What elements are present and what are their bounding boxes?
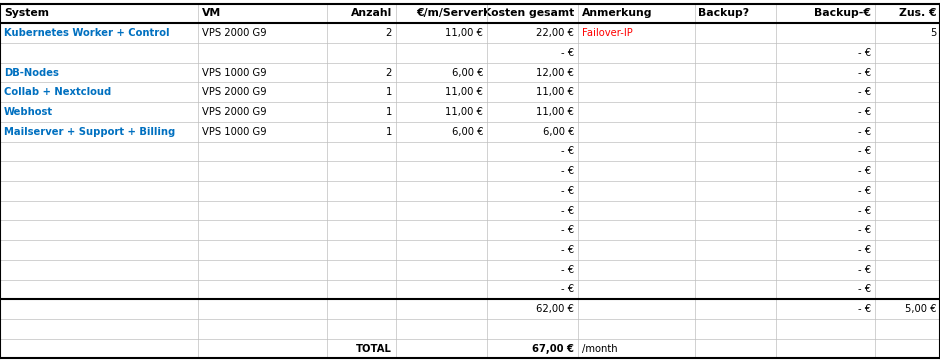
- Text: VPS 1000 G9: VPS 1000 G9: [202, 127, 266, 137]
- Text: - €: - €: [561, 166, 574, 176]
- Bar: [0, 83, 940, 102]
- Bar: [0, 181, 940, 201]
- Text: - €: - €: [561, 206, 574, 215]
- Text: - €: - €: [858, 245, 871, 255]
- Text: DB-Nodes: DB-Nodes: [4, 68, 58, 77]
- Text: - €: - €: [561, 225, 574, 235]
- Text: 1: 1: [385, 87, 392, 97]
- Bar: [0, 260, 940, 279]
- Text: VM: VM: [202, 8, 221, 18]
- Bar: [0, 319, 940, 339]
- Text: Failover-IP: Failover-IP: [582, 28, 633, 38]
- Bar: [0, 240, 940, 260]
- Text: 6,00 €: 6,00 €: [542, 127, 574, 137]
- Text: - €: - €: [561, 186, 574, 196]
- Text: - €: - €: [858, 304, 871, 314]
- Text: - €: - €: [858, 107, 871, 117]
- Text: 11,00 €: 11,00 €: [536, 87, 574, 97]
- Text: - €: - €: [561, 147, 574, 156]
- Text: Kosten gesamt: Kosten gesamt: [483, 8, 574, 18]
- Text: 1: 1: [385, 107, 392, 117]
- Text: 12,00 €: 12,00 €: [536, 68, 574, 77]
- Text: 11,00 €: 11,00 €: [446, 87, 483, 97]
- Text: VPS 2000 G9: VPS 2000 G9: [202, 28, 266, 38]
- Text: Mailserver + Support + Billing: Mailserver + Support + Billing: [4, 127, 175, 137]
- Text: - €: - €: [858, 127, 871, 137]
- Text: 11,00 €: 11,00 €: [536, 107, 574, 117]
- Text: 22,00 €: 22,00 €: [536, 28, 574, 38]
- Text: 6,00 €: 6,00 €: [451, 68, 483, 77]
- Text: - €: - €: [858, 206, 871, 215]
- Text: Anzahl: Anzahl: [351, 8, 392, 18]
- Text: 2: 2: [385, 28, 392, 38]
- Text: 2: 2: [385, 68, 392, 77]
- Text: - €: - €: [561, 48, 574, 58]
- Text: 6,00 €: 6,00 €: [451, 127, 483, 137]
- Text: VPS 2000 G9: VPS 2000 G9: [202, 87, 266, 97]
- Bar: [0, 122, 940, 142]
- Bar: [0, 161, 940, 181]
- Text: - €: - €: [561, 245, 574, 255]
- Text: €/m/Server: €/m/Server: [415, 8, 483, 18]
- Text: 11,00 €: 11,00 €: [446, 107, 483, 117]
- Text: - €: - €: [858, 186, 871, 196]
- Bar: [0, 23, 940, 43]
- Bar: [0, 142, 940, 161]
- Text: - €: - €: [858, 48, 871, 58]
- Text: 5,00 €: 5,00 €: [904, 304, 936, 314]
- Text: Anmerkung: Anmerkung: [582, 8, 652, 18]
- Text: 67,00 €: 67,00 €: [532, 344, 574, 354]
- Bar: [0, 279, 940, 299]
- Bar: [0, 102, 940, 122]
- Text: - €: - €: [858, 68, 871, 77]
- Text: - €: - €: [561, 285, 574, 294]
- Text: Kubernetes Worker + Control: Kubernetes Worker + Control: [4, 28, 169, 38]
- Text: - €: - €: [858, 87, 871, 97]
- Text: System: System: [4, 8, 49, 18]
- Text: - €: - €: [858, 285, 871, 294]
- Text: Backup?: Backup?: [698, 8, 749, 18]
- Text: - €: - €: [858, 147, 871, 156]
- Bar: [0, 63, 940, 83]
- Bar: [0, 201, 940, 220]
- Text: TOTAL: TOTAL: [356, 344, 392, 354]
- Text: /month: /month: [582, 344, 618, 354]
- Bar: [0, 339, 940, 358]
- Text: - €: - €: [561, 265, 574, 275]
- Text: Collab + Nextcloud: Collab + Nextcloud: [4, 87, 111, 97]
- Text: VPS 2000 G9: VPS 2000 G9: [202, 107, 266, 117]
- Text: - €: - €: [858, 265, 871, 275]
- Text: - €: - €: [858, 225, 871, 235]
- Bar: [0, 4, 940, 23]
- Text: 5: 5: [930, 28, 936, 38]
- Text: Webhost: Webhost: [4, 107, 53, 117]
- Text: 1: 1: [385, 127, 392, 137]
- Bar: [0, 43, 940, 63]
- Text: Backup-€: Backup-€: [814, 8, 871, 18]
- Text: - €: - €: [858, 166, 871, 176]
- Text: VPS 1000 G9: VPS 1000 G9: [202, 68, 266, 77]
- Text: 62,00 €: 62,00 €: [536, 304, 574, 314]
- Bar: [0, 220, 940, 240]
- Bar: [0, 299, 940, 319]
- Text: Zus. €: Zus. €: [899, 8, 936, 18]
- Text: 11,00 €: 11,00 €: [446, 28, 483, 38]
